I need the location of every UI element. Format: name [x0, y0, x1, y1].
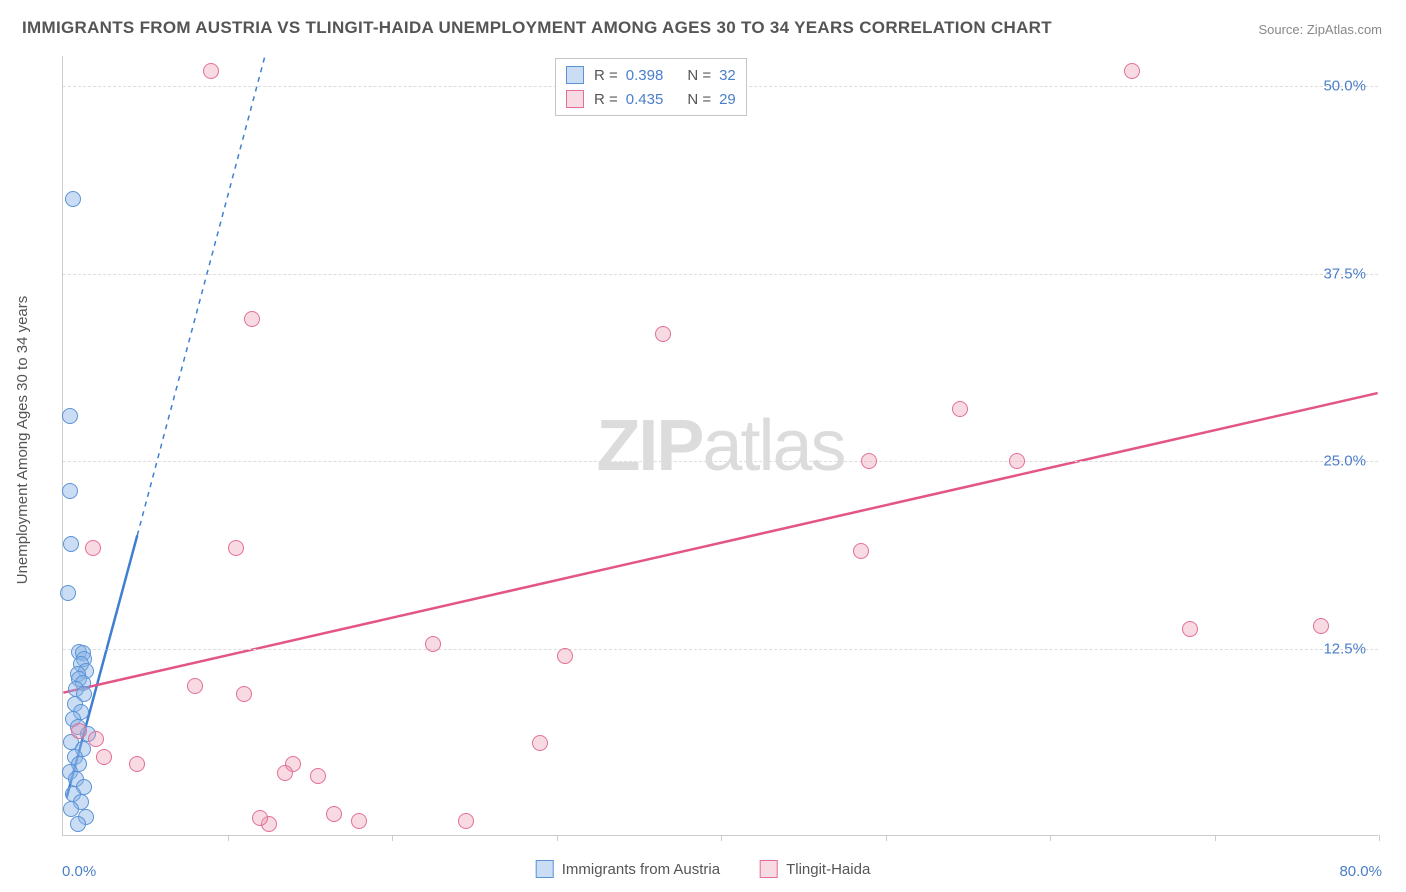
series-legend: Immigrants from Austria Tlingit-Haida: [536, 860, 871, 878]
legend-row: R = 0.435 N = 29: [566, 87, 736, 111]
scatter-point: [655, 326, 671, 342]
n-value: 29: [719, 91, 736, 108]
scatter-point: [1124, 63, 1140, 79]
scatter-point: [252, 810, 268, 826]
r-label: R =: [594, 91, 618, 108]
n-label: N =: [687, 91, 711, 108]
scatter-point: [187, 678, 203, 694]
scatter-point: [228, 540, 244, 556]
correlation-legend: R = 0.398 N = 32 R = 0.435 N = 29: [555, 58, 747, 116]
trend-lines-layer: [63, 56, 1378, 835]
legend-swatch: [566, 90, 584, 108]
scatter-point: [326, 806, 342, 822]
legend-label: Immigrants from Austria: [562, 861, 720, 878]
scatter-point: [65, 191, 81, 207]
scatter-point: [351, 813, 367, 829]
scatter-point: [310, 768, 326, 784]
scatter-point: [129, 756, 145, 772]
scatter-point: [277, 765, 293, 781]
watermark: ZIPatlas: [596, 405, 844, 487]
gridline: [63, 461, 1378, 462]
scatter-point: [96, 749, 112, 765]
scatter-point: [532, 735, 548, 751]
x-tick: [392, 835, 393, 841]
scatter-point: [62, 408, 78, 424]
scatter-point: [557, 648, 573, 664]
trend-line-extrapolation: [137, 56, 277, 535]
plot-area: ZIPatlas 12.5% 25.0% 37.5% 50.0%: [62, 56, 1378, 836]
scatter-point: [203, 63, 219, 79]
gridline: [63, 649, 1378, 650]
gridline: [63, 274, 1378, 275]
r-label: R =: [594, 67, 618, 84]
scatter-point: [244, 311, 260, 327]
scatter-point: [952, 401, 968, 417]
legend-swatch: [760, 860, 778, 878]
y-tick-label: 50.0%: [1323, 78, 1366, 95]
chart-container: IMMIGRANTS FROM AUSTRIA VS TLINGIT-HAIDA…: [0, 0, 1406, 892]
scatter-point: [861, 453, 877, 469]
scatter-point: [60, 585, 76, 601]
scatter-point: [853, 543, 869, 559]
n-label: N =: [687, 67, 711, 84]
scatter-point: [70, 816, 86, 832]
y-tick-label: 37.5%: [1323, 265, 1366, 282]
x-tick: [886, 835, 887, 841]
r-value: 0.398: [626, 67, 664, 84]
x-tick: [721, 835, 722, 841]
legend-item: Tlingit-Haida: [760, 860, 870, 878]
scatter-point: [236, 686, 252, 702]
x-tick: [228, 835, 229, 841]
x-tick: [1379, 835, 1380, 841]
scatter-point: [88, 731, 104, 747]
y-axis-label: Unemployment Among Ages 30 to 34 years: [14, 296, 31, 585]
scatter-point: [458, 813, 474, 829]
scatter-point: [63, 801, 79, 817]
scatter-point: [85, 540, 101, 556]
scatter-point: [62, 483, 78, 499]
scatter-point: [1313, 618, 1329, 634]
x-tick: [1215, 835, 1216, 841]
x-tick: [557, 835, 558, 841]
y-tick-label: 12.5%: [1323, 640, 1366, 657]
legend-item: Immigrants from Austria: [536, 860, 720, 878]
scatter-point: [63, 536, 79, 552]
legend-swatch: [536, 860, 554, 878]
scatter-point: [1182, 621, 1198, 637]
legend-label: Tlingit-Haida: [786, 861, 870, 878]
x-tick: [1050, 835, 1051, 841]
scatter-point: [71, 723, 87, 739]
source-attribution: Source: ZipAtlas.com: [1258, 22, 1382, 37]
chart-title: IMMIGRANTS FROM AUSTRIA VS TLINGIT-HAIDA…: [22, 18, 1052, 38]
y-tick-label: 25.0%: [1323, 453, 1366, 470]
n-value: 32: [719, 67, 736, 84]
legend-row: R = 0.398 N = 32: [566, 63, 736, 87]
x-axis-min-label: 0.0%: [62, 863, 96, 880]
scatter-point: [425, 636, 441, 652]
legend-swatch: [566, 66, 584, 84]
x-axis-max-label: 80.0%: [1339, 863, 1382, 880]
r-value: 0.435: [626, 91, 664, 108]
scatter-point: [1009, 453, 1025, 469]
